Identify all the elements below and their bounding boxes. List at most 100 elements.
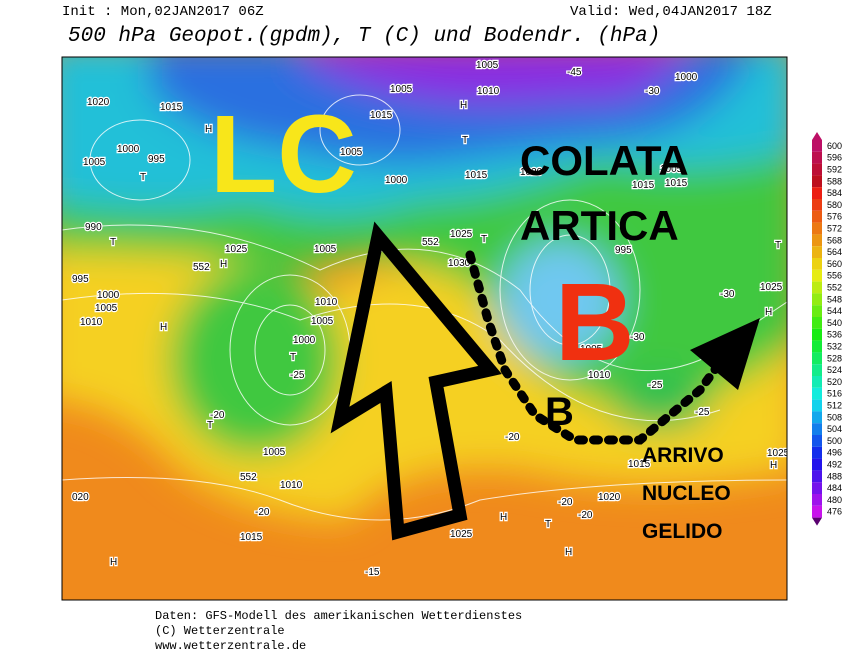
scale-label: 520 — [827, 377, 842, 387]
map-label: 1015 — [632, 180, 655, 191]
scale-label: 584 — [827, 188, 842, 198]
map-label: 1025 — [450, 229, 473, 240]
valid-text: Valid: Wed,04JAN2017 18Z — [570, 4, 772, 20]
map-label: 1005 — [476, 60, 499, 71]
map-label: -45 — [567, 67, 582, 78]
map-label: 1005 — [660, 164, 683, 175]
map-label: 1020 — [598, 492, 621, 503]
scale-swatch — [812, 399, 822, 412]
map-label: -20 — [255, 507, 270, 518]
scale-swatch — [812, 423, 822, 435]
map-label: 1010 — [280, 480, 303, 491]
scale-label: 596 — [827, 153, 842, 163]
map-label: 1005 — [263, 447, 286, 458]
scale-label: 556 — [827, 271, 842, 281]
map-label: 1015 — [160, 102, 183, 113]
scale-label: 488 — [827, 471, 842, 481]
scale-label: 528 — [827, 353, 842, 363]
scale-label: 508 — [827, 412, 842, 422]
scale-label: 548 — [827, 294, 842, 304]
map-label: 1010 — [315, 297, 338, 308]
map-label: 552 — [240, 472, 257, 483]
map-label: 1005 — [340, 147, 363, 158]
map-label: 1000 — [293, 335, 316, 346]
map-label: 1010 — [80, 317, 103, 328]
map-label: T — [462, 135, 468, 146]
map-label: -25 — [695, 407, 710, 418]
map-label: T — [481, 234, 487, 245]
map-label: T — [775, 240, 781, 251]
scale-swatch — [812, 482, 822, 494]
scale-label: 504 — [827, 424, 842, 434]
map-label: -30 — [645, 86, 660, 97]
map-label: 1025 — [767, 448, 790, 459]
map-label: 1015 — [465, 170, 488, 181]
annotation: NUCLEO — [642, 482, 731, 505]
scale-cap — [812, 517, 822, 526]
map-label: -30 — [720, 289, 735, 300]
init-text: Init : Mon,02JAN2017 06Z — [62, 4, 264, 20]
annotation: COLATA — [520, 137, 689, 184]
map-label: 995 — [72, 274, 89, 285]
map-label: T — [545, 519, 551, 530]
scale-swatch — [812, 281, 822, 294]
map-label: H — [160, 322, 167, 333]
map-label: 1000 — [675, 72, 698, 83]
scale-label: 568 — [827, 235, 842, 245]
annotation: B — [545, 390, 574, 434]
map-label: H — [220, 259, 227, 270]
map-label: 1010 — [588, 370, 611, 381]
scale-swatch — [812, 187, 822, 199]
scale-label: 516 — [827, 389, 842, 399]
annotation: ARRIVO — [642, 444, 724, 467]
annotation: LC — [210, 93, 357, 216]
scale-swatch — [812, 364, 822, 376]
map-frame — [61, 56, 788, 601]
scale-label: 588 — [827, 176, 842, 186]
map-label: 1020 — [87, 97, 110, 108]
map-label: H — [765, 307, 772, 318]
scale-label: 544 — [827, 306, 842, 316]
map-label: H — [565, 547, 572, 558]
map-label: 1010 — [477, 86, 500, 97]
map-label: 990 — [85, 222, 102, 233]
scale-label: 580 — [827, 200, 842, 210]
scale-label: 492 — [827, 460, 842, 470]
scale-swatch — [812, 199, 822, 211]
scale-label: 524 — [827, 365, 842, 375]
map: 1015 1020 1005 1000 995 T H 990 T 995 1000 1005 1010… — [62, 57, 790, 600]
scale-swatch — [812, 387, 822, 400]
map-label: T — [290, 352, 296, 363]
scale-swatch — [812, 352, 822, 365]
scale-label: 564 — [827, 247, 842, 257]
fields — [62, 57, 787, 520]
map-label: 020 — [72, 492, 89, 503]
map-label: -20 — [505, 432, 520, 443]
title: 500 hPa Geopot.(gpdm), T (C) und Bodendr… — [68, 25, 660, 48]
dotted-path — [465, 250, 727, 445]
scale-swatch — [812, 505, 822, 518]
map-label: -20 — [210, 410, 225, 421]
map-label: 995 — [615, 245, 632, 256]
annotation: ARTICA — [520, 202, 679, 249]
map-label: H — [205, 124, 212, 135]
scale-swatch — [812, 470, 822, 483]
footer-text: (C) Wetterzentrale — [155, 624, 285, 638]
map-label: T — [110, 237, 116, 248]
scale-label: 532 — [827, 342, 842, 352]
map-label: 1005 — [95, 303, 118, 314]
scale-swatch — [812, 175, 822, 188]
scale-label: 536 — [827, 330, 842, 340]
map-label: H — [110, 557, 117, 568]
scale-label: 476 — [827, 507, 842, 517]
scale-label: 512 — [827, 401, 842, 411]
scale-label: 560 — [827, 259, 842, 269]
map-label: -30 — [630, 332, 645, 343]
scale-label: 500 — [827, 436, 842, 446]
map-label: 552 — [422, 237, 439, 248]
scale-swatch — [812, 269, 822, 282]
isolines — [62, 94, 787, 521]
scale-swatch — [812, 293, 822, 306]
scale-swatch — [812, 222, 822, 235]
scale-swatch — [812, 151, 822, 164]
